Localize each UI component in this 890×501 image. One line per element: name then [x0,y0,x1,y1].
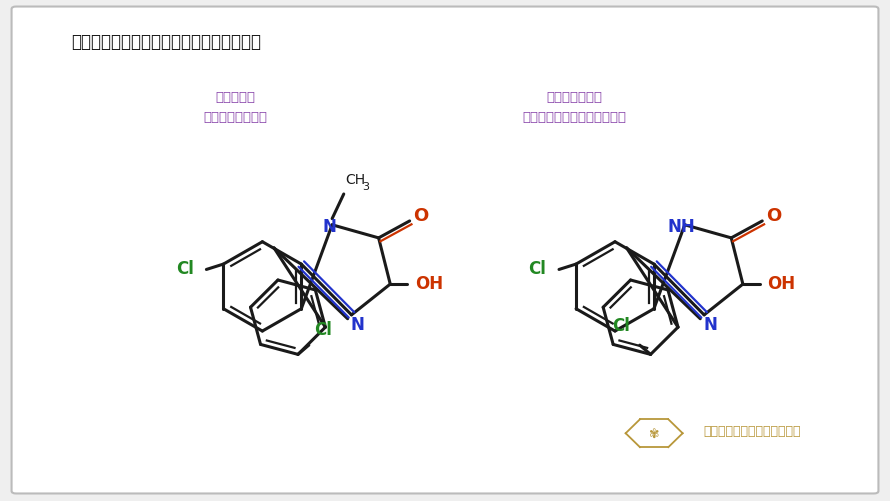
Text: ロラゼパムとロルメタゼパムの化学構造式: ロラゼパムとロルメタゼパムの化学構造式 [71,33,261,51]
Text: Cl: Cl [612,317,630,335]
Text: CH: CH [345,173,366,187]
Text: OH: OH [767,274,796,292]
Text: N: N [322,218,336,236]
Text: O: O [766,206,781,224]
Text: N: N [351,316,365,334]
Text: 高津心音メンタルクリニック: 高津心音メンタルクリニック [703,424,801,437]
Text: ロラゼパム: ロラゼパム [216,91,255,104]
Text: O: O [414,206,429,224]
Text: （ワイパックス）: （ワイパックス） [204,111,268,124]
Text: ロルメタゼパム: ロルメタゼパム [546,91,602,104]
Text: NH: NH [668,218,695,236]
Text: ✾: ✾ [649,427,659,440]
Text: （エパミール・ロラメット）: （エパミール・ロラメット） [522,111,626,124]
Text: 3: 3 [362,181,369,191]
Text: Cl: Cl [315,320,333,338]
Text: OH: OH [415,274,443,292]
Text: Cl: Cl [529,260,546,278]
Text: N: N [703,316,717,334]
Text: Cl: Cl [175,260,194,278]
